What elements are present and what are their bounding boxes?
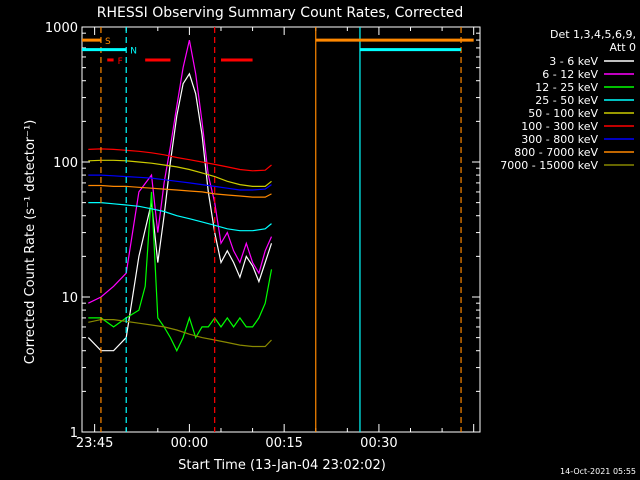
- x-tick-label: 00:15: [265, 436, 302, 451]
- series-line-3: [88, 202, 272, 232]
- series-line-2: [88, 191, 273, 353]
- x-tick-labels: 23:45 00:00 00:15 00:30: [76, 436, 398, 451]
- series-layer: [87, 39, 273, 353]
- legend-label: 300 - 800 keV: [521, 133, 598, 146]
- flag-label: F: [118, 57, 123, 67]
- y-axis-label: Corrected Count Rate (s⁻¹ detector⁻¹): [23, 120, 38, 365]
- y-tick-label: 100: [53, 156, 78, 171]
- legend-label: 7000 - 15000 keV: [500, 159, 598, 172]
- series-line-0: [87, 72, 273, 352]
- axis-ticks: [82, 27, 480, 433]
- legend-title-line-1: Det 1,3,4,5,6,9,: [550, 28, 636, 41]
- series-line-5: [88, 148, 272, 172]
- series-line-4: [88, 159, 272, 187]
- legend-label: 50 - 100 keV: [528, 107, 598, 120]
- x-tick-label: 00:00: [171, 436, 208, 451]
- series-line-7: [88, 184, 272, 198]
- footer-timestamp: 14-Oct-2021 05:55: [560, 467, 636, 476]
- flag-label: S: [105, 37, 111, 47]
- flag-label: N: [130, 47, 137, 57]
- series-line-8: [88, 319, 272, 348]
- x-tick-label: 23:45: [76, 436, 113, 451]
- chart-title: RHESSI Observing Summary Count Rates, Co…: [97, 5, 463, 21]
- x-axis-label: Start Time (13-Jan-04 23:02:02): [178, 458, 386, 473]
- legend-label: 3 - 6 keV: [549, 55, 598, 68]
- legend-label: 6 - 12 keV: [542, 68, 598, 81]
- flag-layer: S NF: [82, 27, 474, 432]
- legend-label: 25 - 50 keV: [535, 94, 598, 107]
- y-tick-labels: 1 10 100 1000: [45, 21, 78, 441]
- series-line-1: [88, 39, 273, 304]
- x-tick-label: 00:30: [360, 436, 397, 451]
- y-tick-label: 1: [70, 426, 78, 441]
- y-tick-label: 10: [61, 291, 78, 306]
- legend-label: 800 - 7000 keV: [514, 146, 598, 159]
- y-tick-label: 1000: [45, 21, 78, 36]
- legend-label: 12 - 25 keV: [535, 81, 598, 94]
- legend-title-line-2: Att 0: [610, 41, 636, 54]
- legend-label: 100 - 300 keV: [521, 120, 598, 133]
- series-line-6: [88, 174, 272, 191]
- plot-frame: [81, 26, 481, 433]
